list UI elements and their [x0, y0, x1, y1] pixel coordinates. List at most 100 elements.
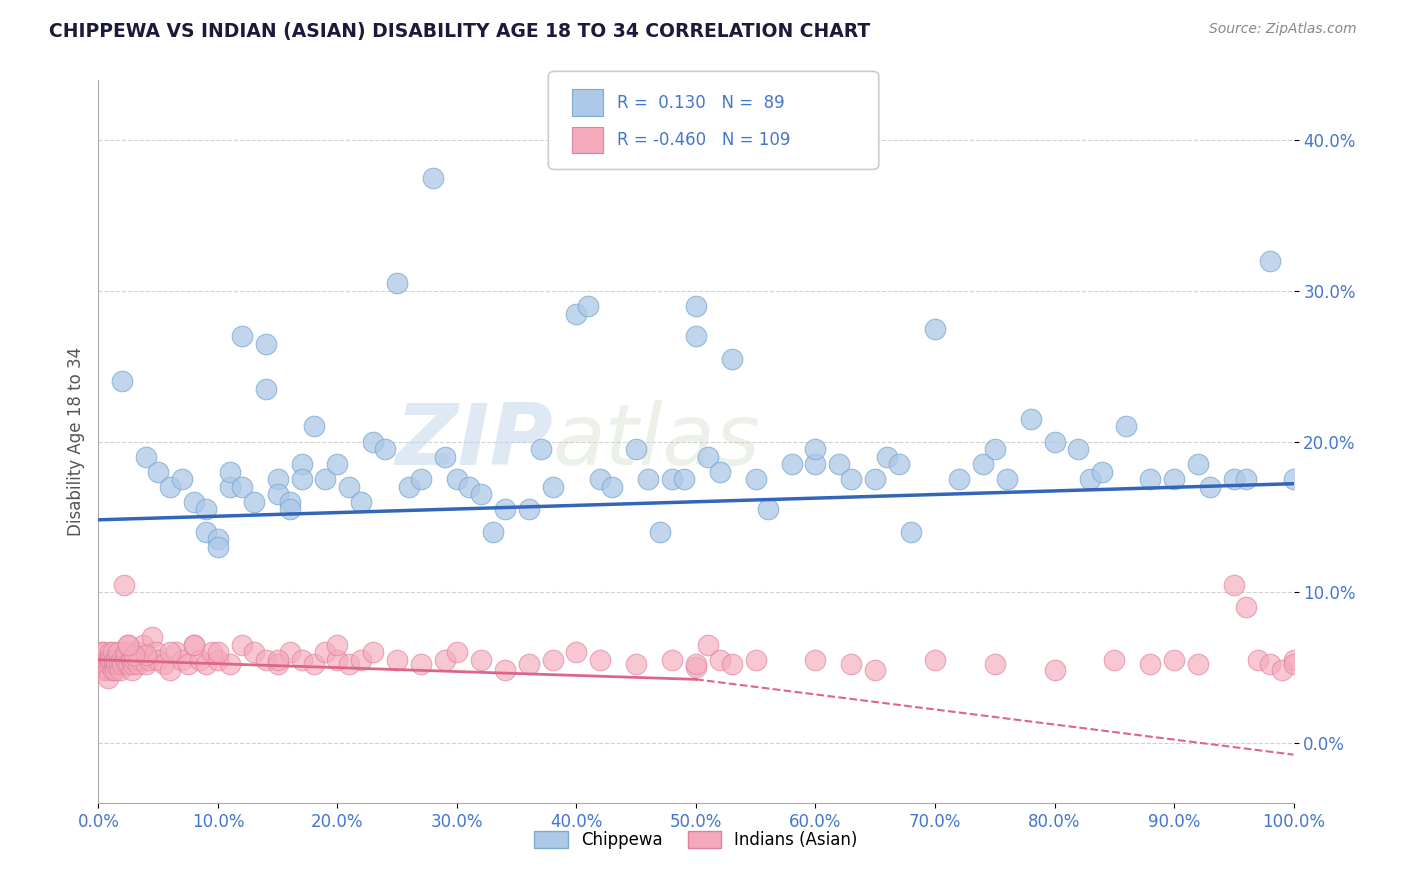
- Point: [1282, 472, 1305, 486]
- Point: [103, 657, 125, 672]
- Point: [1115, 419, 1137, 434]
- Point: [350, 653, 373, 667]
- Point: [117, 638, 139, 652]
- Point: [121, 664, 143, 678]
- Point: [90, 660, 112, 674]
- Point: [326, 653, 349, 667]
- Point: [685, 299, 707, 313]
- Point: [188, 653, 211, 667]
- Point: [165, 645, 187, 659]
- Point: [374, 442, 396, 456]
- Point: [1080, 472, 1102, 486]
- Point: [1282, 653, 1305, 667]
- Point: [117, 638, 139, 652]
- Point: [114, 653, 136, 667]
- Point: [254, 382, 277, 396]
- Point: [207, 540, 229, 554]
- Point: [115, 657, 138, 672]
- Point: [159, 664, 181, 678]
- Point: [1247, 653, 1270, 667]
- Point: [745, 653, 768, 667]
- Point: [350, 494, 373, 508]
- Point: [96, 653, 118, 667]
- Point: [243, 645, 266, 659]
- Point: [841, 472, 863, 486]
- Point: [195, 657, 218, 672]
- Point: [111, 374, 134, 388]
- Point: [183, 638, 205, 652]
- Point: [101, 645, 124, 659]
- Point: [1043, 434, 1066, 449]
- Point: [98, 653, 122, 667]
- Point: [177, 657, 200, 672]
- Point: [135, 657, 157, 672]
- Point: [697, 450, 720, 464]
- Point: [315, 472, 337, 486]
- Point: [602, 480, 624, 494]
- Point: [1234, 600, 1257, 615]
- Point: [1139, 472, 1161, 486]
- Point: [96, 660, 118, 674]
- Point: [804, 653, 827, 667]
- Point: [565, 307, 588, 321]
- Point: [135, 648, 157, 663]
- Point: [326, 457, 349, 471]
- Point: [984, 657, 1007, 672]
- Point: [219, 465, 242, 479]
- Point: [841, 657, 863, 672]
- Point: [709, 653, 731, 667]
- Point: [756, 502, 779, 516]
- Point: [291, 457, 314, 471]
- Point: [107, 645, 129, 659]
- Point: [138, 653, 160, 667]
- Point: [131, 638, 153, 652]
- Point: [135, 450, 157, 464]
- Point: [89, 653, 111, 667]
- Point: [541, 480, 564, 494]
- Point: [685, 660, 707, 674]
- Point: [1187, 657, 1209, 672]
- Point: [1043, 664, 1066, 678]
- Point: [339, 480, 361, 494]
- Point: [470, 487, 492, 501]
- Point: [118, 657, 141, 672]
- Point: [254, 653, 277, 667]
- Point: [93, 664, 115, 678]
- Point: [900, 524, 922, 539]
- Point: [578, 299, 600, 313]
- Point: [398, 480, 420, 494]
- Point: [1163, 472, 1185, 486]
- Point: [129, 653, 152, 667]
- Point: [865, 472, 887, 486]
- Point: [111, 657, 134, 672]
- Point: [517, 502, 540, 516]
- Point: [278, 494, 301, 508]
- Point: [278, 502, 301, 516]
- Point: [661, 653, 683, 667]
- Point: [105, 657, 128, 672]
- Point: [458, 480, 481, 494]
- Point: [267, 657, 290, 672]
- Point: [1139, 657, 1161, 672]
- Point: [326, 638, 349, 652]
- Point: [124, 648, 146, 663]
- Point: [148, 465, 170, 479]
- Point: [589, 653, 612, 667]
- Point: [924, 653, 946, 667]
- Point: [385, 277, 409, 291]
- Point: [104, 664, 127, 678]
- Point: [315, 645, 337, 659]
- Text: CHIPPEWA VS INDIAN (ASIAN) DISABILITY AGE 18 TO 34 CORRELATION CHART: CHIPPEWA VS INDIAN (ASIAN) DISABILITY AG…: [49, 22, 870, 41]
- Point: [94, 657, 117, 672]
- Point: [172, 653, 194, 667]
- Point: [709, 465, 731, 479]
- Point: [1199, 480, 1222, 494]
- Point: [494, 502, 516, 516]
- Point: [231, 329, 253, 343]
- Point: [110, 653, 132, 667]
- Point: [685, 329, 707, 343]
- Point: [1163, 653, 1185, 667]
- Point: [219, 480, 242, 494]
- Point: [302, 419, 325, 434]
- Point: [231, 480, 253, 494]
